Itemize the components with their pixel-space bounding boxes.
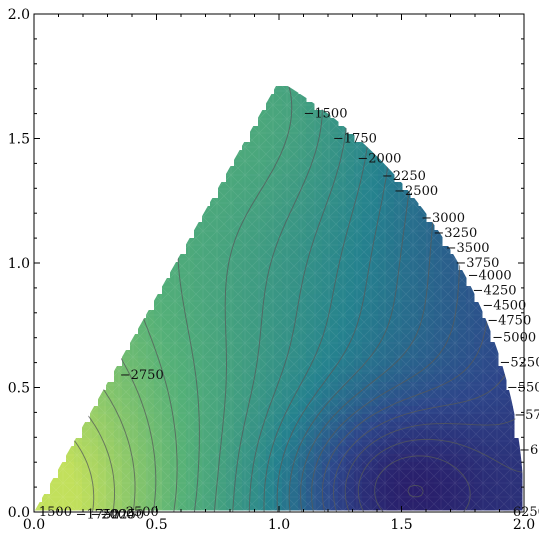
contour-line — [248, 80, 348, 512]
y-tick-label: 1.0 — [8, 256, 30, 272]
contour-line — [344, 412, 524, 512]
plot-area: −1500−1750−2000−2250−2500−2750−3000−3250… — [34, 80, 539, 523]
contour-label: −4750 — [487, 313, 531, 328]
contour-line — [78, 80, 293, 512]
contour-line — [407, 484, 424, 498]
y-tick-label: 2.0 — [8, 7, 30, 23]
contour-label: −3000 — [421, 211, 465, 226]
x-tick-label: 1.5 — [390, 517, 412, 533]
y-tick-label: 0.0 — [8, 505, 30, 521]
x-tick-label: 2.0 — [513, 517, 535, 533]
contour-line — [357, 438, 524, 512]
contour-label: −5000 — [492, 331, 536, 346]
contour-label: −3250 — [433, 226, 477, 241]
contour-label: −4000 — [468, 268, 512, 283]
contour-label: −3750 — [455, 256, 499, 271]
contour-label: −5750 — [514, 408, 539, 423]
axes: 0.0 0.5 1.0 1.5 2.0 0.0 0.5 1.0 1.5 2.0 — [8, 7, 535, 533]
y-tick-label: 0.5 — [8, 381, 30, 397]
contour-line — [276, 80, 392, 512]
contour-line — [374, 455, 471, 512]
contour-label: −2000 — [357, 151, 401, 166]
contour-label: −4500 — [482, 298, 526, 313]
contour-label: −1750 — [76, 507, 120, 522]
contour-label: −1750 — [333, 132, 377, 147]
contour-label: −600 — [519, 443, 539, 458]
contour-label: −5250 — [500, 356, 539, 371]
contour-label: −2000 — [90, 507, 134, 522]
contour-label: −3500 — [446, 241, 490, 256]
x-tick-label: 0.5 — [145, 517, 167, 533]
x-tick-label: 0.0 — [23, 517, 45, 533]
contour-line — [232, 80, 323, 512]
x-tick-label: 1.0 — [268, 517, 290, 533]
contour-labels: −1500−1750−2000−2250−2500−2750−3000−3250… — [39, 107, 539, 523]
triangulation-mesh-overlay — [34, 80, 524, 512]
contour-label: −2250 — [100, 507, 144, 522]
contour-label: −1500 — [304, 107, 348, 122]
contour-label: −4250 — [473, 283, 517, 298]
contour-label: −2750 — [120, 368, 164, 383]
contour-label: −2250 — [382, 169, 426, 184]
y-tick-label: 1.5 — [8, 132, 30, 148]
contour-label: −2500 — [394, 184, 438, 199]
